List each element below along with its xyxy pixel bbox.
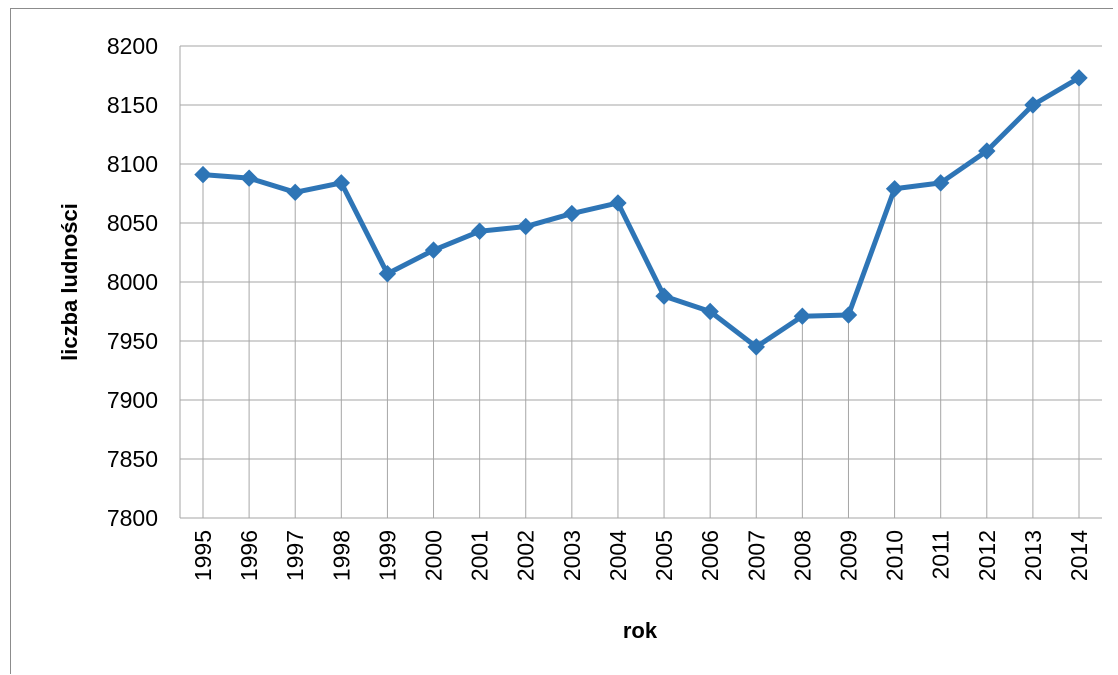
y-tick-label: 7950 xyxy=(107,328,158,354)
data-point-marker xyxy=(793,307,812,325)
chart-frame xyxy=(10,8,1113,674)
series-path xyxy=(200,75,1082,350)
data-point-marker xyxy=(378,265,397,283)
data-point-marker xyxy=(517,217,535,236)
x-axis-tick-labels: 1995 1996 1997 1998 1999 2000 2001 2002 2003 2004… xyxy=(190,530,1092,581)
data-point-marker xyxy=(1070,69,1088,87)
data-point-marker xyxy=(240,169,258,187)
x-tick-label: 1998 xyxy=(328,530,354,581)
data-point-marker xyxy=(931,174,950,192)
y-axis-title: liczba ludności xyxy=(57,203,82,361)
x-tick-label: 2000 xyxy=(421,530,447,581)
y-tick-label: 8150 xyxy=(107,92,158,118)
y-tick-label: 7800 xyxy=(107,505,158,531)
x-tick-label: 2010 xyxy=(882,530,908,581)
y-tick-label: 8100 xyxy=(107,151,158,177)
y-axis-tick-labels: 7800 7850 7900 7950 8000 8050 8100 8150 8200 xyxy=(107,33,158,531)
data-point-marker xyxy=(609,194,627,212)
series-markers xyxy=(194,69,1088,356)
x-tick-label: 2013 xyxy=(1020,530,1046,581)
gridlines xyxy=(179,45,1102,519)
data-point-marker xyxy=(839,306,858,324)
data-point-marker xyxy=(563,204,581,223)
x-tick-label: 2014 xyxy=(1066,530,1092,581)
data-point-marker xyxy=(885,180,904,198)
x-tick-label: 1997 xyxy=(282,530,308,581)
data-point-marker xyxy=(470,222,489,240)
x-tick-label: 1995 xyxy=(190,530,216,581)
y-tick-label: 8000 xyxy=(107,269,158,295)
data-point-marker xyxy=(655,287,673,305)
x-tick-label: 1996 xyxy=(236,530,262,581)
x-axis-title: rok xyxy=(623,618,658,643)
data-point-marker xyxy=(747,338,765,356)
y-tick-label: 8050 xyxy=(107,210,158,236)
x-tick-label: 2002 xyxy=(513,530,539,581)
x-tick-label: 2001 xyxy=(467,530,493,581)
x-tick-label: 2012 xyxy=(974,530,1000,581)
x-tick-label: 2006 xyxy=(697,530,723,581)
data-point-marker xyxy=(701,302,719,321)
series-line xyxy=(200,75,1082,350)
x-tick-label: 2005 xyxy=(651,530,677,581)
x-tick-label: 2008 xyxy=(789,530,815,581)
x-tick-label: 2004 xyxy=(605,530,631,581)
data-point-marker xyxy=(286,183,304,202)
data-point-marker xyxy=(194,165,212,184)
y-tick-label: 7850 xyxy=(107,446,158,472)
x-tick-label: 1999 xyxy=(374,530,400,581)
data-point-marker xyxy=(978,142,996,160)
x-tick-label: 2009 xyxy=(835,530,861,581)
x-tick-label: 2007 xyxy=(743,530,769,581)
data-point-marker xyxy=(332,174,351,192)
y-tick-label: 7900 xyxy=(107,387,158,413)
x-tick-label: 2003 xyxy=(559,530,585,581)
data-point-marker xyxy=(424,241,443,259)
data-point-marker xyxy=(1024,96,1042,114)
y-tick-label: 8200 xyxy=(107,33,158,59)
x-tick-label: 2011 xyxy=(928,530,954,579)
